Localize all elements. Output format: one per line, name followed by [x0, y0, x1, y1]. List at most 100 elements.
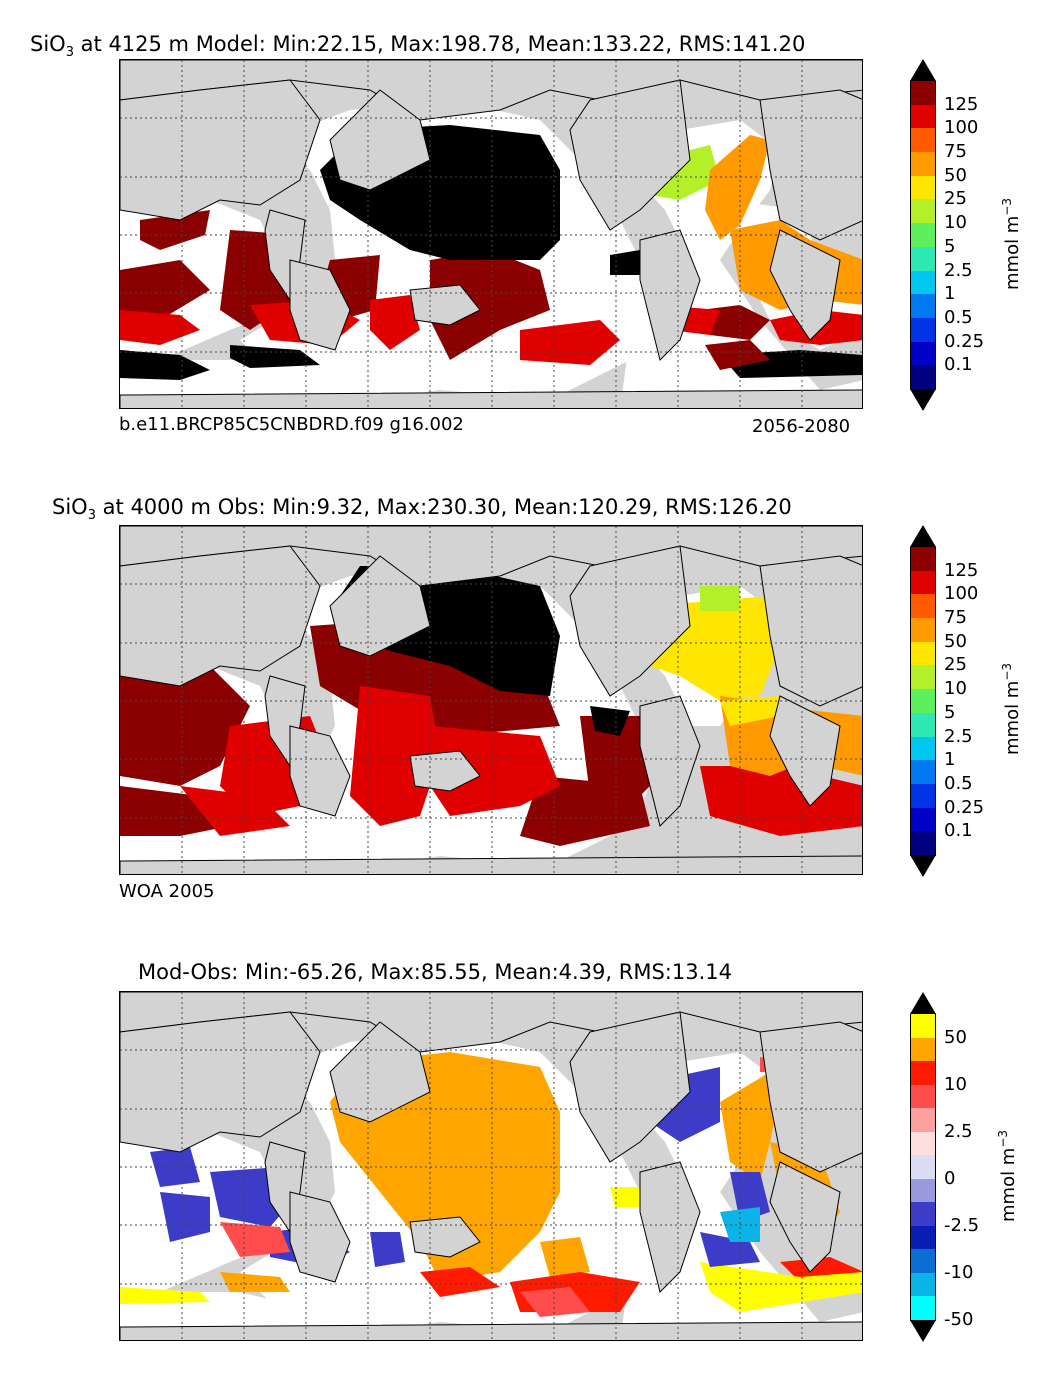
cbar1-segment	[910, 175, 936, 201]
cbar3-segment	[910, 1249, 936, 1274]
cbar1-tick-label: 0.25	[944, 330, 985, 352]
cbar2-tick-label: 0.5	[944, 772, 973, 794]
cbar1-tick-label: 50	[944, 164, 967, 186]
diff-yellow	[120, 1187, 862, 1312]
colorbar-obs-unit: mmol m−3	[1000, 663, 1023, 755]
cbar2-under-triangle	[910, 855, 936, 877]
model-grid	[120, 60, 862, 408]
obs-land	[120, 526, 862, 874]
cbar1-segment	[910, 199, 936, 224]
cbar2-over-triangle	[910, 525, 936, 547]
unit-sup-2: −3	[1000, 662, 1014, 681]
unit-sup-1: −3	[1000, 197, 1014, 216]
cbar1-segment	[910, 152, 936, 177]
cbar3-segment	[910, 1108, 936, 1133]
cbar1-segment	[910, 128, 936, 153]
cbar2-tick-label: 10	[944, 678, 967, 700]
cbar2-segment	[910, 783, 936, 809]
cbar2-segment	[910, 807, 936, 832]
unit-sup-3: −3	[996, 1129, 1010, 1148]
colorbar-model-unit: mmol m−3	[1000, 198, 1023, 290]
panel2-title-sub: 3	[87, 508, 96, 524]
cbar3-over-triangle	[910, 992, 936, 1014]
cbar1-tick-label: 10	[944, 212, 967, 234]
cbar1-tick-label: 100	[944, 117, 979, 139]
diff-grid	[120, 992, 862, 1340]
obs-map-svg	[120, 526, 862, 874]
cbar3-segment	[910, 1084, 936, 1109]
cbar1-segment	[910, 365, 936, 390]
cbar3-tick-label: 0	[944, 1167, 956, 1189]
cbar1-segment	[910, 270, 936, 295]
panel2-title: SiO3 at 4000 m Obs: Min:9.32, Max:230.30…	[52, 495, 792, 523]
cbar3-under-triangle	[910, 1320, 936, 1342]
cbar1-segment	[910, 341, 936, 366]
cbar2-segment	[910, 736, 936, 761]
cbar2-tick-label: 1	[944, 749, 956, 771]
cbar2-segment	[910, 831, 936, 856]
cbar1-under-triangle	[910, 389, 936, 411]
cbar1-segment	[910, 104, 936, 129]
cbar3-segment	[910, 1296, 936, 1321]
colorbar-model	[910, 59, 936, 411]
obs-map	[119, 525, 863, 875]
cbar1-tick-label: 75	[944, 141, 967, 163]
cbar3-segment	[910, 1014, 936, 1039]
cbar2-segment	[910, 570, 936, 595]
cbar3-tick-label: 10	[944, 1073, 967, 1095]
cbar3-segment	[910, 1202, 936, 1227]
cbar3-tick-label: -2.5	[944, 1214, 980, 1236]
cbar2-segment	[910, 547, 936, 572]
model-map	[119, 59, 863, 409]
cbar1-tick-label: 5	[944, 235, 956, 257]
cbar1-segment	[910, 294, 936, 319]
panel2-title-species: SiO	[52, 495, 88, 519]
cbar2-tick-label: 100	[944, 583, 979, 605]
cbar3-segment	[910, 1131, 936, 1156]
colorbar-diff-unit: mmol m−3	[996, 1130, 1019, 1222]
cbar2-segment	[910, 689, 936, 714]
panel1-title-stats: at 4125 m Model: Min:22.15, Max:198.78, …	[73, 32, 806, 56]
cbar2-tick-label: 0.1	[944, 820, 973, 842]
cbar3-tick-label: 50	[944, 1026, 967, 1048]
cbar2-tick-label: 50	[944, 630, 967, 652]
cbar3-segment	[910, 1225, 936, 1250]
panel2-title-stats: at 4000 m Obs: Min:9.32, Max:230.30, Mea…	[95, 495, 792, 519]
cbar1-tick-label: 0.5	[944, 306, 973, 328]
cbar3-tick-label: -10	[944, 1261, 974, 1283]
panel2-caption-left: WOA 2005	[119, 881, 215, 902]
cbar1-tick-label: 2.5	[944, 259, 973, 281]
colorbar-obs	[910, 525, 936, 877]
model-map-svg	[120, 60, 862, 408]
unit-base-2: mmol m	[1002, 680, 1023, 755]
panel1-title-species: SiO	[30, 32, 66, 56]
cbar3-segment	[910, 1037, 936, 1062]
colorbar-diff	[910, 992, 936, 1342]
cbar2-segment	[910, 618, 936, 643]
panel1-caption-right: 2056-2080	[752, 416, 851, 437]
unit-base-1: mmol m	[1002, 215, 1023, 290]
cbar1-tick-label: 125	[944, 93, 979, 115]
cbar1-segment	[910, 223, 936, 248]
cbar2-segment	[910, 712, 936, 738]
cbar1-tick-label: 1	[944, 283, 956, 305]
cbar1-segment	[910, 317, 936, 343]
cbar3-segment	[910, 1272, 936, 1298]
cbar1-tick-label: 0.1	[944, 354, 973, 376]
cbar1-over-triangle	[910, 59, 936, 81]
cbar3-tick-label: 2.5	[944, 1120, 973, 1142]
panel1-title: SiO3 at 4125 m Model: Min:22.15, Max:198…	[30, 32, 805, 60]
cbar2-segment	[910, 641, 936, 667]
cbar2-tick-label: 0.25	[944, 796, 985, 818]
obs-grid	[120, 526, 862, 874]
cbar2-tick-label: 75	[944, 607, 967, 629]
unit-base-3: mmol m	[998, 1147, 1019, 1222]
cbar2-segment	[910, 665, 936, 690]
cbar2-tick-label: 25	[944, 654, 967, 676]
cbar2-tick-label: 5	[944, 701, 956, 723]
cbar2-tick-label: 2.5	[944, 725, 973, 747]
panel1-caption-left: b.e11.BRCP85C5CNBDRD.f09 g16.002	[119, 414, 464, 435]
cbar2-segment	[910, 760, 936, 785]
cbar3-tick-label: -50	[944, 1309, 974, 1330]
cbar1-segment	[910, 81, 936, 106]
